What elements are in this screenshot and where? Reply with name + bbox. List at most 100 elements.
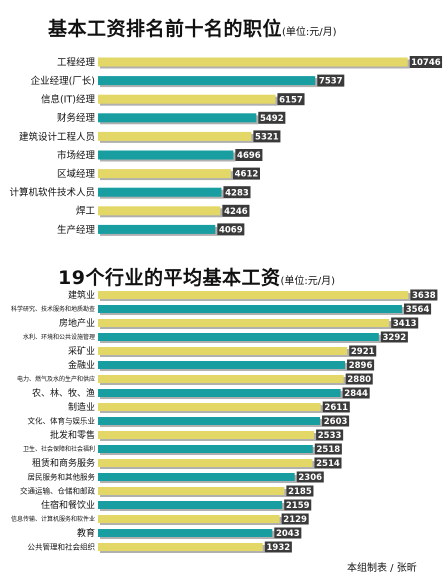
chart1-bar	[98, 150, 234, 160]
chart1-value-label: 4612	[235, 170, 259, 180]
chart1-value-label: 5492	[260, 114, 284, 124]
chart1-title-main: 基本工资排名前十名的职位	[48, 18, 283, 40]
chart2-value-label: 2921	[351, 347, 375, 357]
chart2-bar	[98, 417, 321, 425]
chart1-value-box	[277, 93, 305, 106]
chart1-value-label: 6157	[279, 95, 303, 105]
chart2-category-label: 教育	[77, 527, 95, 539]
chart2-bar	[98, 389, 341, 397]
chart2-bar	[98, 431, 315, 439]
chart2-value-label: 2185	[288, 487, 312, 497]
chart2-value-box	[316, 429, 344, 441]
chart2-bar	[98, 403, 321, 411]
chart2-bar	[98, 347, 348, 355]
chart1-value-box	[409, 56, 443, 68]
chart1-value-box	[235, 149, 263, 161]
chart1-category-label: 市场经理	[57, 149, 96, 161]
chart2-title-unit: (单位:元/月)	[280, 276, 335, 287]
chart2-bar	[98, 333, 379, 341]
chart2-value-box	[380, 331, 408, 343]
chart1-value-box	[232, 167, 260, 180]
chart1-bar	[98, 131, 252, 141]
chart2-category-label: 建筑业	[68, 289, 95, 301]
chart2-bar	[98, 361, 346, 369]
chart1-category-label: 工程经理	[57, 56, 96, 68]
chart1-category-label: 计算机软件技术人员	[9, 187, 95, 199]
chart2-value-label: 2514	[316, 459, 340, 469]
chart2-value-box	[349, 345, 377, 357]
chart1-value-label: 4069	[219, 225, 243, 235]
chart2-value-box	[322, 415, 350, 427]
chart2-value-label: 3292	[383, 333, 407, 343]
chart1-title-unit: (单位:元/月)	[282, 27, 337, 38]
chart2-category-label: 租赁和商务服务	[32, 457, 95, 469]
chart2-category-label: 卫生、社会保障和社会福利	[23, 445, 95, 453]
chart1-bar	[98, 113, 257, 123]
chart1-value-box	[222, 204, 250, 217]
chart2-value-box	[296, 471, 324, 483]
chart2-value-box	[286, 485, 314, 497]
chart2-value-box	[264, 541, 292, 553]
chart1-value-box	[223, 186, 251, 199]
chart2-category-label: 农、林、牧、渔	[32, 387, 95, 399]
chart2-value-label: 2844	[344, 389, 368, 399]
chart1-bar	[98, 76, 316, 86]
chart2-value-label: 2880	[347, 375, 371, 385]
chart2-category-label: 科学研究、技术服务和地质勘查	[11, 305, 95, 313]
chart2-value-box	[281, 513, 309, 525]
chart2-value-label: 2306	[298, 473, 322, 483]
chart2-value-label: 2518	[316, 445, 340, 455]
chart2-value-box	[404, 303, 432, 315]
chart1-category-label: 财务经理	[57, 112, 96, 124]
chart2-value-label: 3413	[393, 319, 417, 329]
chart2-bar	[98, 319, 390, 327]
chart2-bar	[98, 529, 273, 537]
chart2-value-label: 2603	[324, 417, 348, 427]
chart2-value-box	[284, 499, 312, 511]
chart2-bar	[98, 487, 285, 495]
chart2-category-label: 住宿和餐饮业	[41, 499, 95, 511]
chart1-bar	[98, 57, 408, 67]
chart2-bar	[98, 445, 313, 453]
chart2-bar	[98, 459, 313, 467]
chart2-category-label: 公共管理和社会组织	[28, 542, 96, 552]
chart2-bar	[98, 305, 403, 313]
chart2-category-label: 房地产业	[59, 317, 95, 329]
chart1-bar	[98, 187, 222, 197]
chart1-category-label: 生产经理	[57, 224, 96, 236]
chart2-category-label: 采矿业	[68, 345, 95, 357]
chart2-value-label: 2896	[349, 361, 373, 371]
chart1-value-label: 4246	[224, 207, 248, 217]
chart2-value-label: 2611	[324, 403, 348, 413]
chart1-value-label: 4283	[225, 188, 249, 198]
chart2-bar	[98, 543, 263, 551]
chart2-value-box	[314, 457, 342, 469]
chart1-value-label: 5321	[255, 132, 279, 142]
chart1-value-box	[317, 74, 345, 87]
chart1-category-label: 区域经理	[57, 168, 96, 180]
chart2-category-label: 批发和零售	[50, 429, 95, 441]
chart2-title-main: 19个行业的平均基本工资	[58, 267, 281, 289]
chart2-category-label: 制造业	[68, 401, 95, 413]
chart1-bar	[98, 94, 276, 104]
chart2-value-box	[322, 401, 350, 413]
chart2-value-label: 2043	[276, 529, 300, 539]
chart1-bar	[98, 224, 216, 234]
chart2-value-box	[314, 443, 342, 455]
chart2-category-label: 居民服务和其他服务	[28, 472, 96, 482]
chart2-bar	[98, 501, 283, 509]
chart2-value-box	[391, 317, 419, 329]
chart2-value-box	[410, 289, 438, 301]
chart2-value-label: 2129	[283, 515, 307, 525]
chart2-category-label: 金融业	[68, 359, 95, 371]
chart2-value-box	[342, 387, 370, 399]
credit-line: 本组制表 / 张昕	[347, 563, 417, 574]
chart2-value-label: 3638	[412, 291, 436, 301]
chart2-bar	[98, 515, 280, 523]
chart2-category-label: 交通运输、仓储和邮政	[20, 486, 95, 496]
chart1-value-label: 7537	[319, 77, 343, 87]
chart2-value-label: 2159	[286, 501, 310, 511]
chart1-category-label: 焊工	[76, 205, 96, 217]
chart1-category-label: 企业经理(厂长)	[31, 75, 95, 87]
